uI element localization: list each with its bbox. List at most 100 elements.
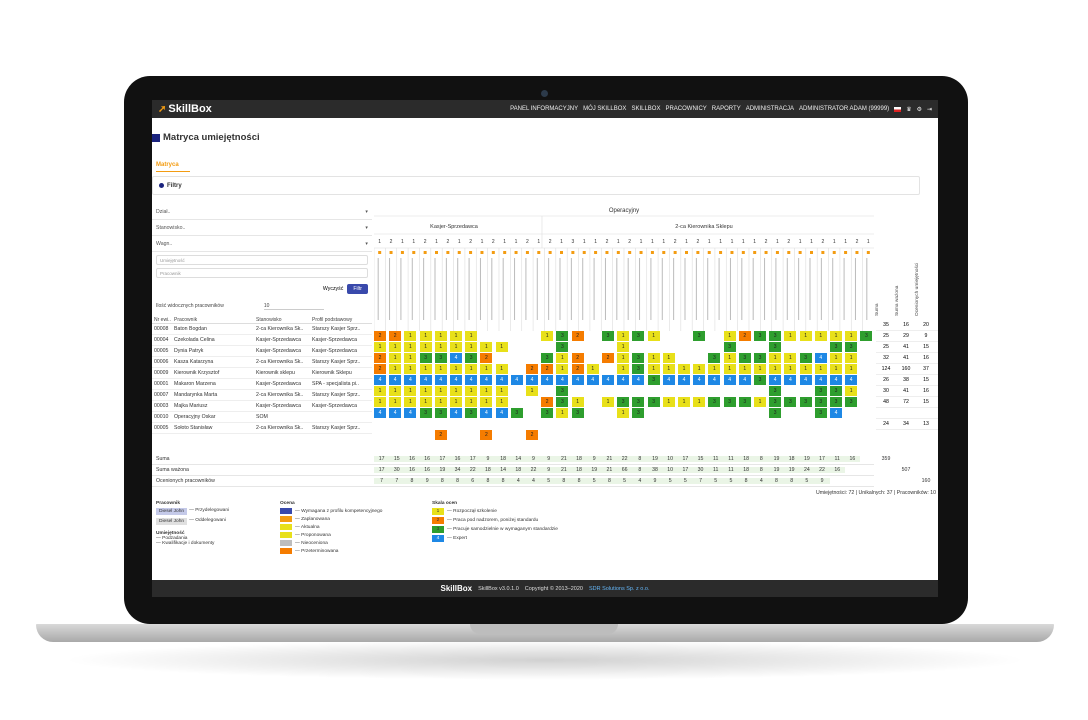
skill-name-stub[interactable] bbox=[548, 258, 550, 320]
skill-cell[interactable]: 2 bbox=[571, 353, 584, 363]
logout-icon[interactable]: ⇥ bbox=[926, 106, 932, 113]
skill-cell[interactable]: 3 bbox=[723, 397, 736, 407]
skill-cell[interactable]: 1 bbox=[450, 342, 462, 352]
skill-name-stub[interactable] bbox=[729, 258, 731, 320]
skill-cell[interactable]: 1 bbox=[708, 364, 721, 374]
skill-cell[interactable]: 4 bbox=[480, 408, 493, 418]
skill-cell[interactable]: 1 bbox=[784, 331, 797, 341]
skill-cell[interactable]: 4 bbox=[434, 375, 447, 385]
skill-cell[interactable]: 4 bbox=[450, 408, 462, 418]
skill-cell[interactable]: 1 bbox=[571, 397, 584, 407]
skill-cell[interactable]: 1 bbox=[784, 364, 797, 374]
skill-cell[interactable]: 4 bbox=[784, 375, 797, 385]
skill-cell[interactable]: 3 bbox=[632, 353, 645, 363]
skill-cell[interactable]: 4 bbox=[526, 375, 538, 385]
skill-cell[interactable]: 3 bbox=[845, 342, 858, 352]
skill-cell[interactable]: 3 bbox=[434, 353, 447, 363]
skill-name-stub[interactable] bbox=[536, 258, 538, 320]
skill-cell[interactable]: 1 bbox=[556, 408, 569, 418]
skill-name-stub[interactable] bbox=[502, 258, 504, 320]
skill-cell[interactable]: 1 bbox=[434, 364, 447, 374]
skill-cell[interactable]: 1 bbox=[389, 386, 402, 396]
select-stanowisko[interactable]: Stanowisko.. ▾ bbox=[152, 220, 372, 236]
skill-cell[interactable]: 3 bbox=[814, 408, 827, 418]
nav-raporty[interactable]: RAPORTY bbox=[711, 106, 741, 112]
skill-cell[interactable]: 1 bbox=[419, 397, 432, 407]
skill-cell[interactable]: 3 bbox=[769, 331, 782, 341]
skill-cell[interactable]: 1 bbox=[404, 364, 417, 374]
skill-cell[interactable]: 1 bbox=[617, 364, 630, 374]
trophy-icon[interactable]: ♛ bbox=[906, 106, 912, 113]
table-row[interactable]: 00007 Mandarynka Marta 2-ca Kierownika Sk.… bbox=[152, 390, 372, 401]
select-dzial[interactable]: Dział.. ▾ bbox=[152, 204, 372, 220]
skill-cell[interactable]: 1 bbox=[586, 364, 599, 374]
skill-name-stub[interactable] bbox=[593, 258, 595, 320]
skill-cell[interactable]: 1 bbox=[495, 386, 508, 396]
skill-cell[interactable]: 1 bbox=[754, 364, 766, 374]
skill-cell[interactable]: 2 bbox=[526, 364, 538, 374]
skill-cell[interactable]: 3 bbox=[556, 397, 569, 407]
table-row[interactable]: 00009 Kierownik Krzysztof Kierownik sklepu… bbox=[152, 368, 372, 379]
skill-cell[interactable]: 4 bbox=[708, 375, 721, 385]
skill-cell[interactable]: 3 bbox=[632, 408, 645, 418]
skill-cell[interactable]: 1 bbox=[419, 342, 432, 352]
nav-moj[interactable]: MÓJ SKILLBOX bbox=[583, 106, 627, 112]
skill-cell[interactable]: 1 bbox=[830, 331, 842, 341]
skill-name-stub[interactable] bbox=[798, 258, 800, 320]
skill-cell[interactable]: 4 bbox=[450, 353, 462, 363]
skill-name-stub[interactable] bbox=[400, 258, 402, 320]
skill-cell[interactable]: 4 bbox=[617, 375, 630, 385]
skill-cell[interactable]: 3 bbox=[419, 353, 432, 363]
skill-name-stub[interactable] bbox=[445, 258, 447, 320]
skill-cell[interactable]: 1 bbox=[434, 342, 447, 352]
skill-name-stub[interactable] bbox=[695, 258, 697, 320]
skill-cell[interactable]: 1 bbox=[556, 364, 569, 374]
skill-cell[interactable]: 3 bbox=[738, 353, 751, 363]
skill-cell[interactable]: 4 bbox=[769, 375, 782, 385]
skill-cell[interactable]: 1 bbox=[404, 342, 417, 352]
skill-cell[interactable]: 4 bbox=[632, 375, 645, 385]
skill-cell[interactable]: 1 bbox=[769, 353, 782, 363]
skill-name-stub[interactable] bbox=[434, 258, 436, 320]
skill-cell[interactable]: 3 bbox=[769, 386, 782, 396]
skill-cell[interactable]: 4 bbox=[404, 408, 417, 418]
skill-cell[interactable]: 3 bbox=[632, 331, 645, 341]
skill-cell[interactable]: 2 bbox=[602, 353, 614, 363]
skill-cell[interactable]: 3 bbox=[465, 408, 478, 418]
skill-cell[interactable]: 1 bbox=[845, 386, 858, 396]
skill-cell[interactable]: 4 bbox=[586, 375, 599, 385]
skill-name-stub[interactable] bbox=[639, 258, 641, 320]
skill-name-stub[interactable] bbox=[559, 258, 561, 320]
gear-icon[interactable]: ⚙ bbox=[916, 106, 922, 113]
skill-cell[interactable]: 1 bbox=[678, 397, 690, 407]
skill-cell[interactable]: 4 bbox=[556, 375, 569, 385]
skill-name-stub[interactable] bbox=[775, 258, 777, 320]
skill-name-stub[interactable] bbox=[525, 258, 527, 320]
skill-name-stub[interactable] bbox=[741, 258, 743, 320]
skill-cell[interactable]: 4 bbox=[602, 375, 614, 385]
skill-cell[interactable]: 1 bbox=[495, 397, 508, 407]
skill-cell[interactable]: 1 bbox=[830, 353, 842, 363]
skill-cell[interactable]: 1 bbox=[617, 353, 630, 363]
skill-cell[interactable]: 3 bbox=[647, 397, 660, 407]
user-menu[interactable]: ADMINISTRATOR ADAM (99999) bbox=[799, 106, 890, 112]
skill-cell[interactable]: 3 bbox=[799, 353, 812, 363]
skill-name-stub[interactable] bbox=[854, 258, 856, 320]
skill-cell[interactable]: 1 bbox=[769, 364, 782, 374]
skill-cell[interactable]: 3 bbox=[723, 342, 736, 352]
skill-cell[interactable]: 2 bbox=[374, 353, 386, 363]
clear-button[interactable]: Wyczyść bbox=[322, 286, 344, 292]
skill-cell[interactable]: 3 bbox=[738, 397, 751, 407]
skill-name-stub[interactable] bbox=[468, 258, 470, 320]
skill-cell[interactable]: 1 bbox=[434, 397, 447, 407]
skill-cell[interactable]: 4 bbox=[830, 375, 842, 385]
skill-cell[interactable]: 1 bbox=[374, 397, 386, 407]
skill-cell[interactable]: 1 bbox=[662, 397, 675, 407]
skill-cell[interactable]: 3 bbox=[632, 397, 645, 407]
skill-cell[interactable]: 1 bbox=[617, 342, 630, 352]
skill-name-stub[interactable] bbox=[707, 258, 709, 320]
skill-cell[interactable]: 4 bbox=[389, 375, 402, 385]
skill-cell[interactable]: 3 bbox=[647, 375, 660, 385]
skill-cell[interactable]: 1 bbox=[389, 342, 402, 352]
skill-cell[interactable]: 4 bbox=[404, 375, 417, 385]
